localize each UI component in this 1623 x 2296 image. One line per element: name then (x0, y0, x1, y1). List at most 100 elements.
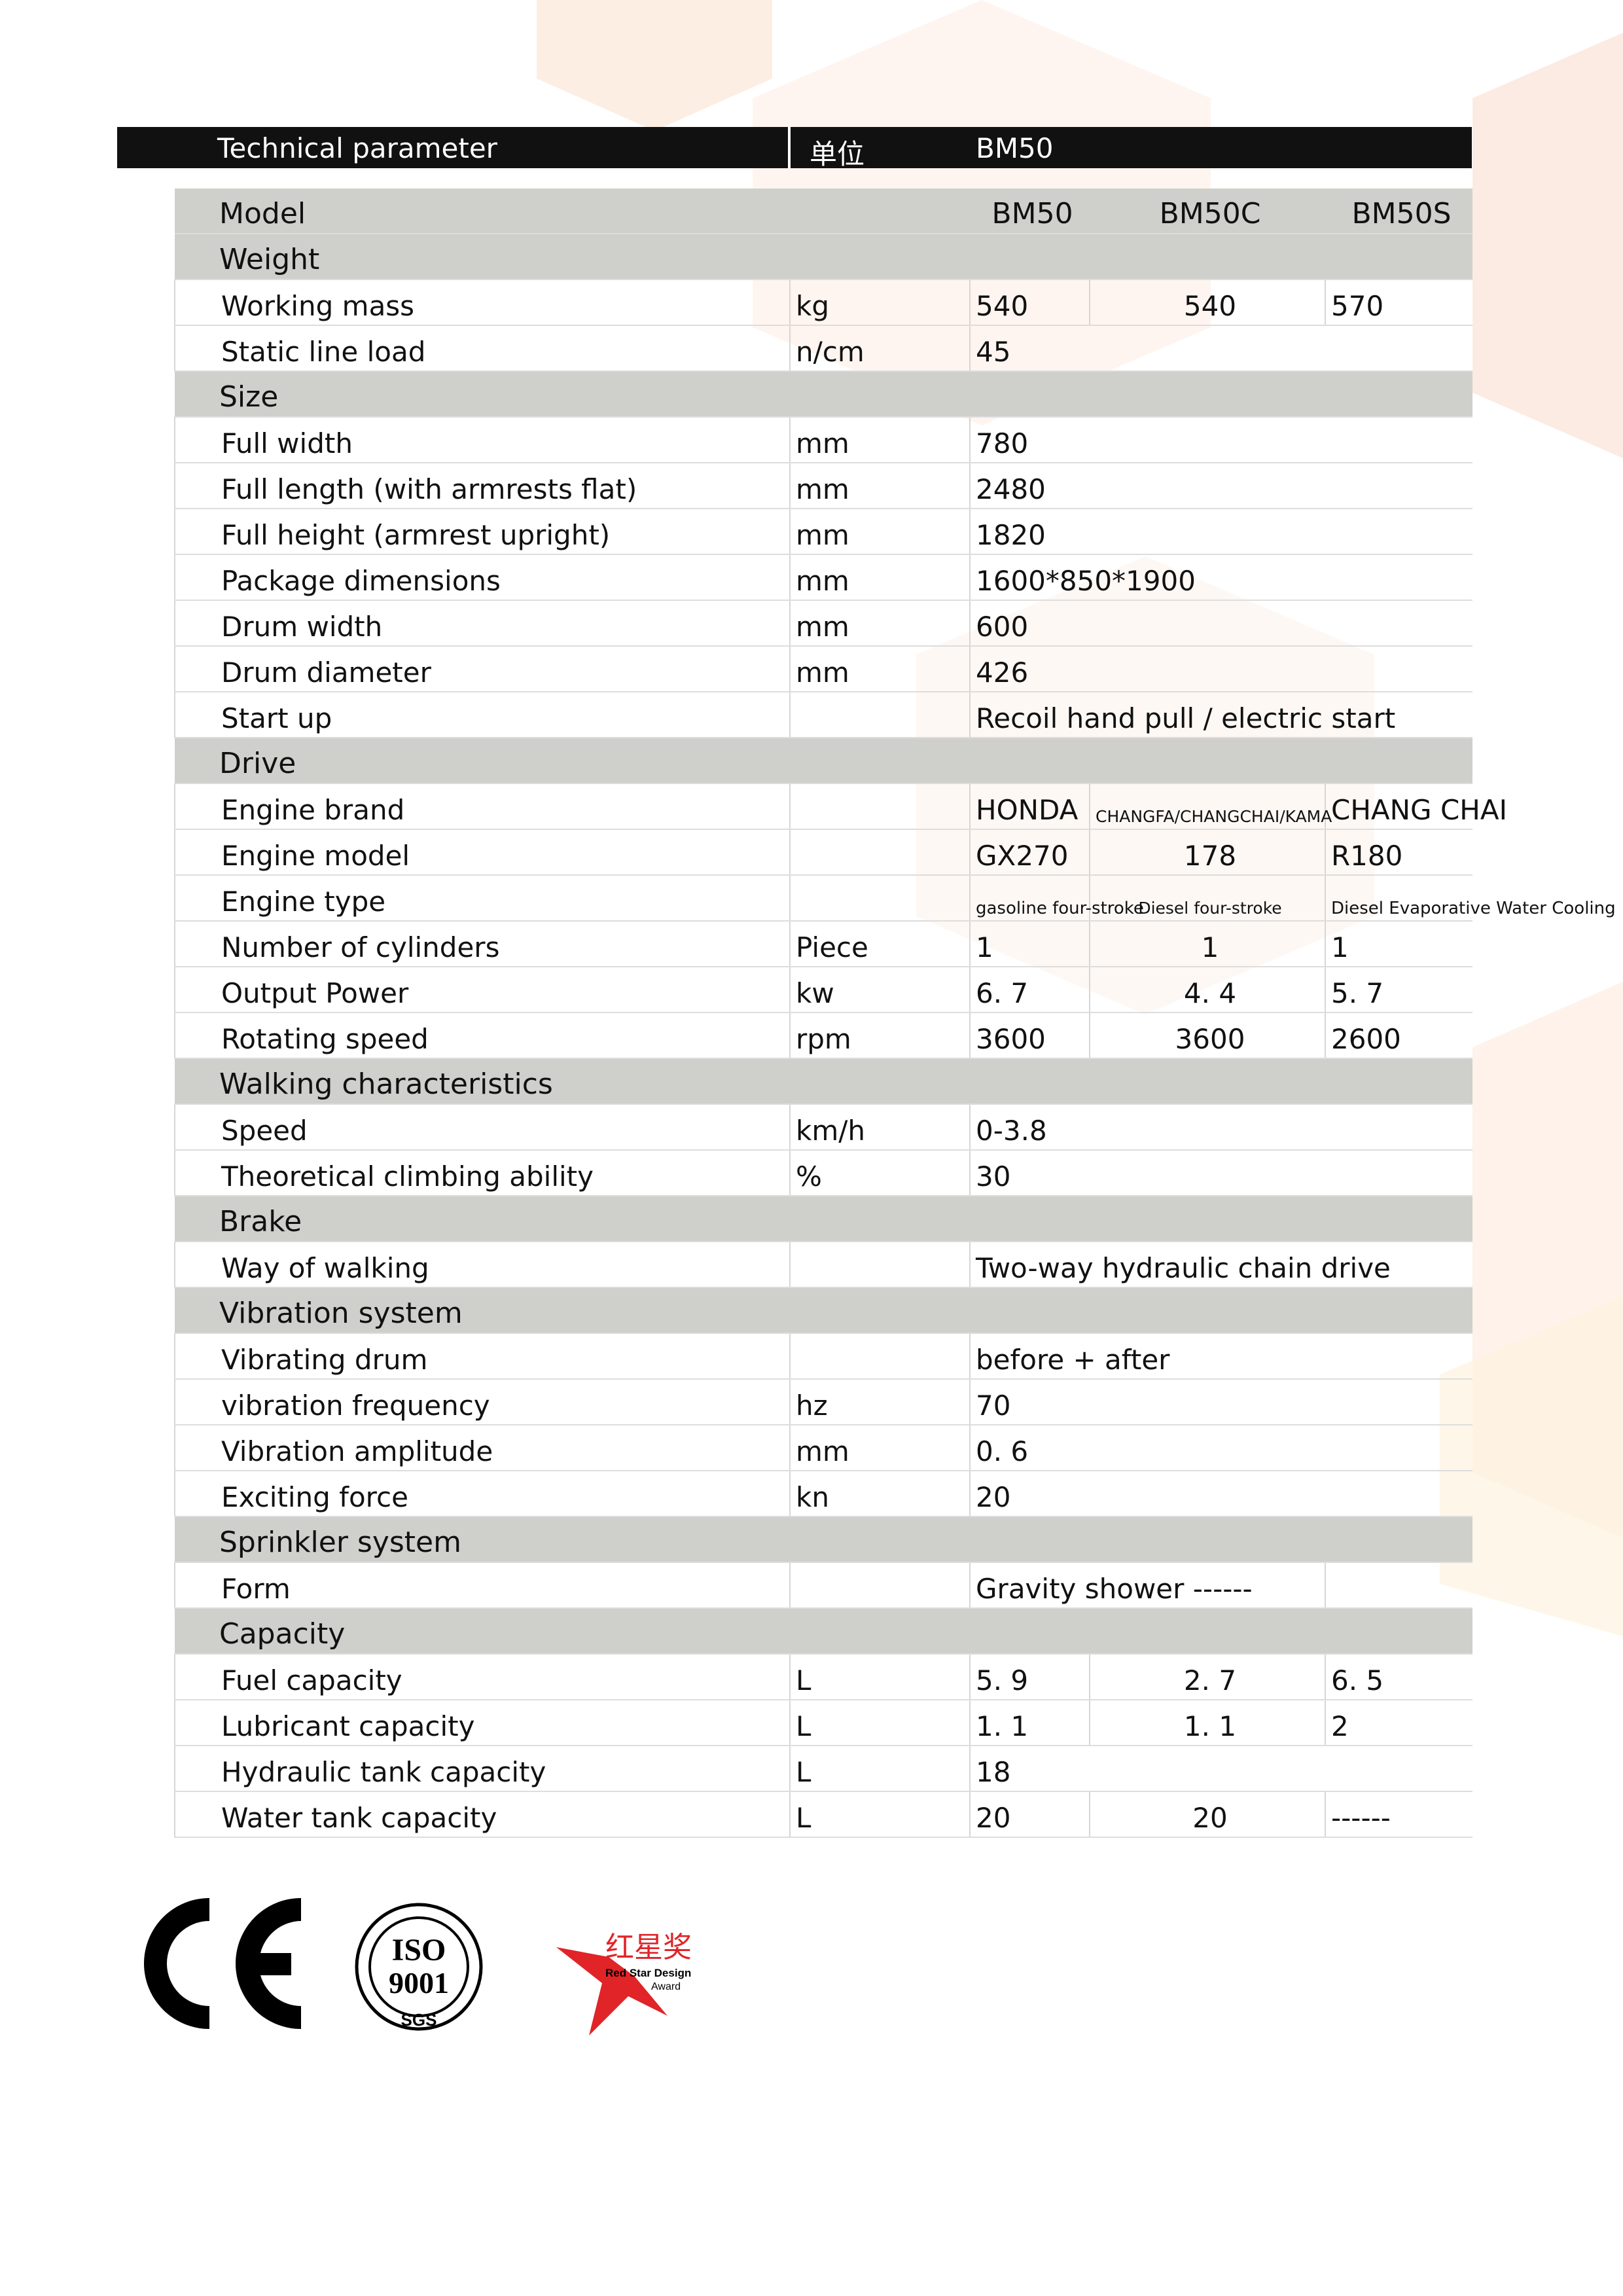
row-value (970, 1196, 1472, 1242)
row-label: Walking characteristics (175, 1058, 790, 1105)
row-label: Number of cylinders (174, 921, 790, 967)
row-value: BM50C (1090, 188, 1325, 234)
table-row: Full width mm 780 (174, 417, 1472, 463)
table-row: Fuel capacity L 5. 9 2. 7 6. 5 (174, 1654, 1472, 1700)
row-label: Fuel capacity (174, 1654, 790, 1700)
row-label: Drum width (174, 600, 790, 647)
row-unit (789, 1333, 970, 1380)
row-label: Engine model (174, 829, 790, 876)
header-title: Technical parameter (217, 132, 497, 164)
row-unit: L (789, 1654, 970, 1700)
row-label: Full width (174, 417, 790, 463)
row-unit: kg (789, 279, 970, 326)
row-value: 3600 (969, 1013, 1090, 1059)
row-value: Recoil hand pull / electric start (969, 692, 1472, 738)
section-row: Sprinkler system (175, 1516, 1472, 1563)
table-header-bar: Technical parameter 单位 BM50 (117, 127, 1472, 170)
table-row: Speed km/h 0-3.8 (174, 1104, 1472, 1151)
table-row: Way of walking Two-way hydraulic chain dr… (174, 1242, 1472, 1288)
row-label: Model (175, 188, 790, 234)
table-row: Engine type gasoline four-stroke Diesel fo… (174, 875, 1616, 922)
row-value: 6. 7 (969, 967, 1090, 1013)
row-value: 6. 5 (1325, 1654, 1472, 1700)
row-value: CHANG CHAI (1325, 783, 1507, 830)
row-label: Form (174, 1562, 790, 1609)
header-model: BM50 (976, 132, 1054, 164)
table-row: Vibrating drum before + after (174, 1333, 1472, 1380)
row-label: Package dimensions (174, 554, 790, 601)
row-label: Rotating speed (174, 1013, 790, 1059)
table-row: vibration frequency hz 70 (174, 1379, 1472, 1426)
row-unit (790, 1058, 970, 1105)
row-unit (790, 371, 970, 418)
row-value: R180 (1325, 829, 1472, 876)
row-value: Gravity shower ------ (969, 1562, 1325, 1609)
row-label: Start up (174, 692, 790, 738)
table-row: Output Power kw 6. 7 4. 4 5. 7 (174, 967, 1472, 1013)
row-label: Vibrating drum (174, 1333, 790, 1380)
row-label: Hydraulic tank capacity (174, 1746, 790, 1792)
row-unit: L (789, 1746, 970, 1792)
row-unit (790, 1196, 970, 1242)
row-unit (790, 1516, 970, 1563)
row-value: Diesel four-stroke (1089, 875, 1325, 922)
row-unit (789, 875, 970, 922)
row-value: gasoline four-stroke (969, 875, 1144, 922)
row-value: BM50S (1325, 188, 1472, 234)
row-unit (790, 1608, 970, 1655)
row-label: vibration frequency (174, 1379, 790, 1426)
table-row: Hydraulic tank capacity L 18 (174, 1746, 1472, 1792)
row-value (970, 738, 1472, 784)
row-label: Speed (174, 1104, 790, 1151)
row-unit: kw (789, 967, 970, 1013)
row-unit: mm (789, 463, 970, 509)
section-row: Capacity (175, 1608, 1472, 1655)
section-row: Weight (175, 234, 1472, 280)
row-label: Vibration system (175, 1287, 790, 1334)
row-value: 0. 6 (969, 1425, 1472, 1471)
table-row: Form Gravity shower ------ (174, 1562, 1472, 1609)
row-value: 1. 1 (969, 1700, 1090, 1746)
row-label: Brake (175, 1196, 790, 1242)
section-row: Vibration system (175, 1287, 1472, 1334)
row-unit: rpm (789, 1013, 970, 1059)
row-value: 2480 (969, 463, 1472, 509)
row-unit (790, 738, 970, 784)
row-value: 1600*850*1900 (969, 554, 1472, 601)
section-row: Brake (175, 1196, 1472, 1242)
row-value: 780 (969, 417, 1472, 463)
section-row: Walking characteristics (175, 1058, 1472, 1105)
row-value: 0-3.8 (969, 1104, 1472, 1151)
row-unit: n/cm (789, 325, 970, 372)
table-row: Static line load n/cm 45 (174, 325, 1472, 372)
row-value: 20 (969, 1471, 1472, 1517)
red-star-award-logo: 红星奖 Red Star Design Award (556, 1898, 692, 2036)
table-row: Theoretical climbing ability% 30 (174, 1150, 1472, 1196)
row-value: 600 (969, 600, 1472, 647)
row-label: Static line load (174, 325, 790, 372)
row-label: Working mass (174, 279, 790, 326)
row-label: Water tank capacity (174, 1791, 790, 1838)
table-row: Exciting force kn 20 (174, 1471, 1472, 1517)
row-value: 2. 7 (1089, 1654, 1325, 1700)
row-label: Drum diameter (174, 646, 790, 692)
header-unit: 单位 (810, 138, 865, 170)
row-label: Exciting force (174, 1471, 790, 1517)
row-label: Lubricant capacity (174, 1700, 790, 1746)
row-unit (789, 1242, 970, 1288)
row-label: Drive (175, 738, 790, 784)
row-value: 540 (1089, 279, 1325, 326)
row-value: Two-way hydraulic chain drive (969, 1242, 1472, 1288)
row-unit (789, 692, 970, 738)
row-unit: L (789, 1791, 970, 1838)
row-unit: mm (789, 1425, 970, 1471)
table-row: Full length (with armrests flat) mm 2480 (174, 463, 1472, 509)
certification-logos: ISO 9001 SGS 红星奖 Red Star Design Award (131, 1885, 720, 2045)
row-value: ------ (1325, 1791, 1472, 1838)
spec-table: Model BM50 BM50C BM50S Weight Working mass kg 5… (174, 188, 1616, 1838)
row-unit: mm (789, 600, 970, 647)
table-row: Number of cylinders Piece 1 1 1 (174, 921, 1472, 967)
row-value: 570 (1325, 279, 1472, 326)
section-row: Size (175, 371, 1472, 418)
row-value: 178 (1089, 829, 1325, 876)
